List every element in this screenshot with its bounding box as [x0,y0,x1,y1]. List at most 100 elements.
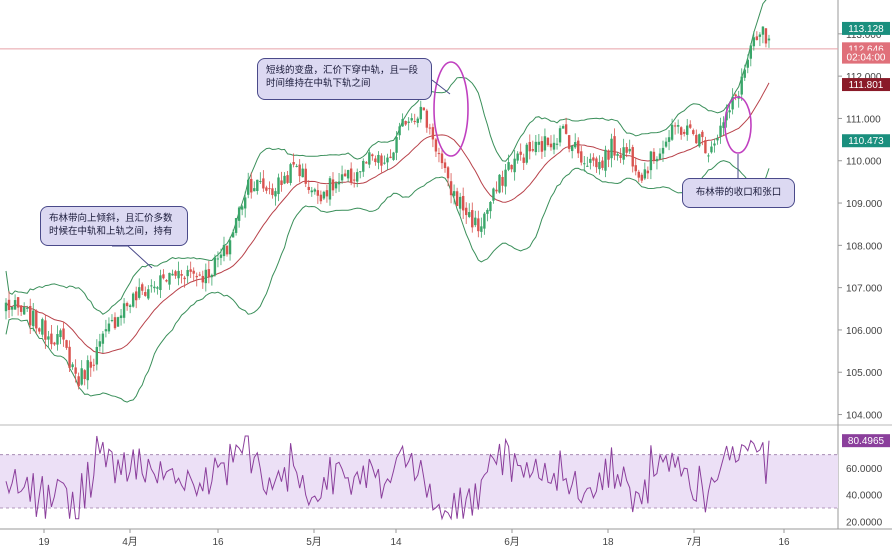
candle [383,155,386,165]
candle-body [758,34,762,37]
candle-body [725,111,728,121]
candle-body [101,333,105,344]
candle [692,128,695,136]
candle-body [110,320,114,322]
candle [386,153,389,171]
candle [658,148,662,160]
candle [262,170,265,192]
candle-body [171,273,174,276]
candle-body [334,183,338,189]
candle [104,319,108,338]
candle-body [68,346,71,368]
candle-body [440,153,444,164]
candle [307,180,310,194]
candle [107,317,111,334]
candle-body [607,150,610,160]
candle-body [673,125,677,127]
candle [425,108,429,133]
candle [519,143,522,161]
candle-body [507,162,510,170]
candle-body [104,329,108,332]
candle [98,333,102,352]
candle [710,141,713,154]
candle [362,158,365,177]
candle [77,372,80,390]
candle [465,202,468,224]
candle [374,155,377,166]
candle [95,339,99,371]
annotation-uptrend-hold: 布林带向上倾斜，且汇价多数时候在中轨和上轨之间，持有 [40,206,188,246]
candle-body [601,160,604,168]
candle [259,172,262,184]
oscillator-tick-label: 40.0000 [846,491,883,502]
candle-body [407,121,410,123]
candle [89,355,92,377]
candle [704,136,707,154]
candle-body [207,269,211,277]
candle-body [510,164,513,170]
candle [325,185,329,203]
candle [555,138,559,150]
candle-body [640,174,644,181]
candle [574,133,577,149]
candle [489,200,492,219]
candle [422,107,426,111]
candle [577,137,580,158]
candle-body [719,125,722,137]
candle [319,190,323,205]
candle [240,204,244,216]
candle-body [141,284,144,291]
candle [44,315,47,349]
candle [119,309,123,326]
candle-body [59,330,62,338]
candle [177,261,180,286]
candle-body [298,164,301,177]
price-tick-label: 105.000 [846,368,883,379]
candle [516,151,519,164]
candle [607,149,610,168]
candle [561,124,565,129]
price-tick-label: 112.000 [846,72,882,83]
candle [455,187,459,207]
candle-body [259,181,262,183]
candle [452,184,456,205]
candle-body [365,162,368,164]
candle-body [125,303,129,307]
candle [752,31,756,51]
candle-body [428,127,432,129]
candle [50,324,53,350]
candle-body [495,189,498,192]
candle-body [749,45,753,59]
candle [616,151,619,161]
candle [237,206,241,228]
candle [713,138,716,153]
candle-body [231,232,235,238]
candle-body [722,122,725,128]
candle-body [701,131,704,138]
candle-body [19,305,23,312]
candle [29,298,32,334]
time-tick-label: 7月 [686,536,702,548]
candle [558,125,562,147]
candle-body [377,154,380,163]
candle-body [734,94,737,97]
candle-body [710,146,713,153]
candle-body [413,120,416,122]
candle-body [144,292,147,296]
candle [583,156,586,172]
candle-body [707,155,710,157]
upper-band-line [5,0,767,315]
candle-body [25,307,29,309]
candle-body [343,173,347,177]
candle [676,119,680,134]
candle [534,134,538,156]
candle-body [489,201,492,212]
candle [495,181,498,194]
candle-body [356,172,359,182]
candle [446,166,450,187]
candle-body [265,187,268,191]
candle [486,208,489,222]
candle-body [374,158,377,163]
